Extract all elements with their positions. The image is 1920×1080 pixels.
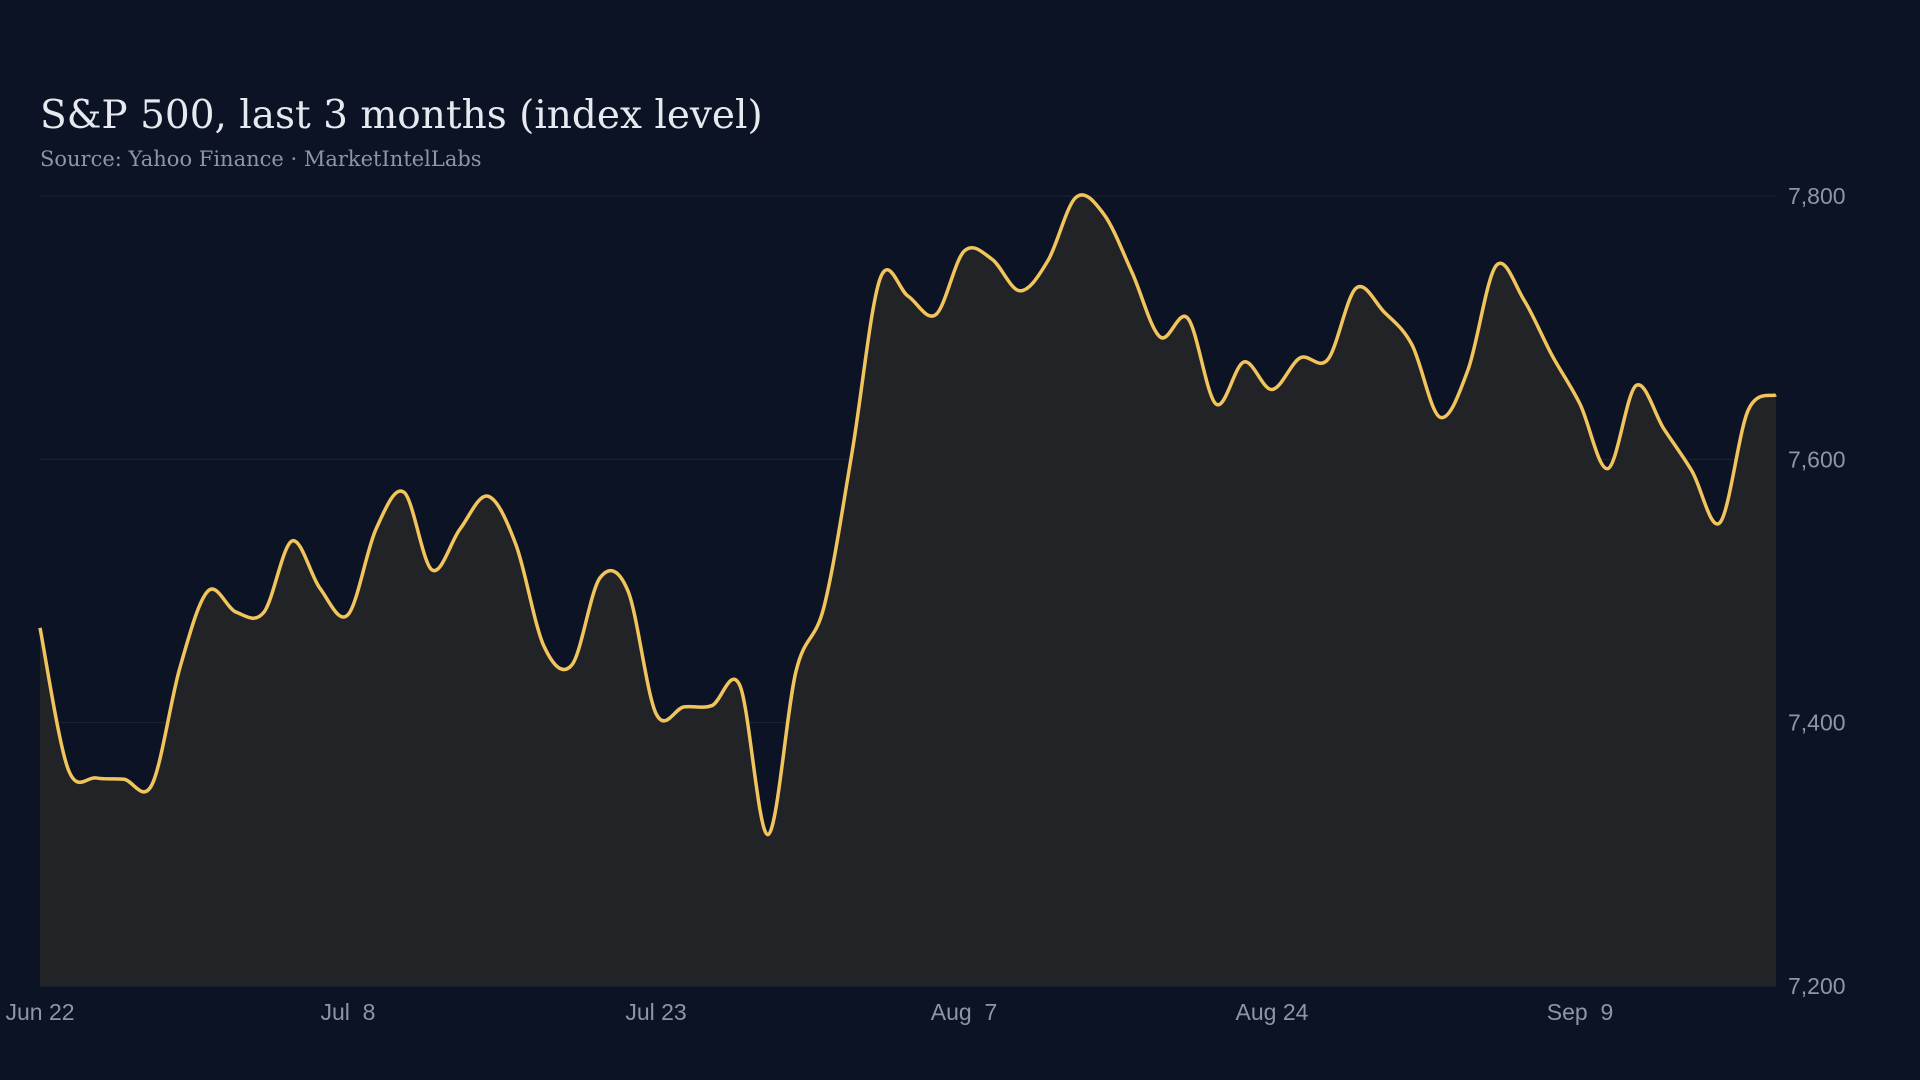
line bbox=[38, 193, 1777, 837]
x-tick-label: Aug 24 bbox=[1236, 999, 1309, 1025]
y-tick-label: 7,200 bbox=[1788, 973, 1846, 999]
y-tick-label: 7,400 bbox=[1788, 710, 1846, 736]
y-tick-label: 7,600 bbox=[1788, 446, 1846, 472]
y-tick-label: 7,800 bbox=[1788, 183, 1846, 209]
chart-title: S&P 500, last 3 months (index level) bbox=[40, 93, 763, 138]
chart-subtitle: Source: Yahoo Finance · MarketIntelLabs bbox=[40, 147, 482, 171]
x-tick-label: Sep 9 bbox=[1547, 999, 1614, 1025]
area bbox=[40, 194, 1776, 987]
x-tick-label: Aug 7 bbox=[931, 999, 998, 1025]
x-tick-label: Jul 8 bbox=[321, 999, 376, 1025]
x-tick-label: Jul 23 bbox=[625, 999, 686, 1025]
x-tick-label: Jun 22 bbox=[5, 999, 74, 1025]
